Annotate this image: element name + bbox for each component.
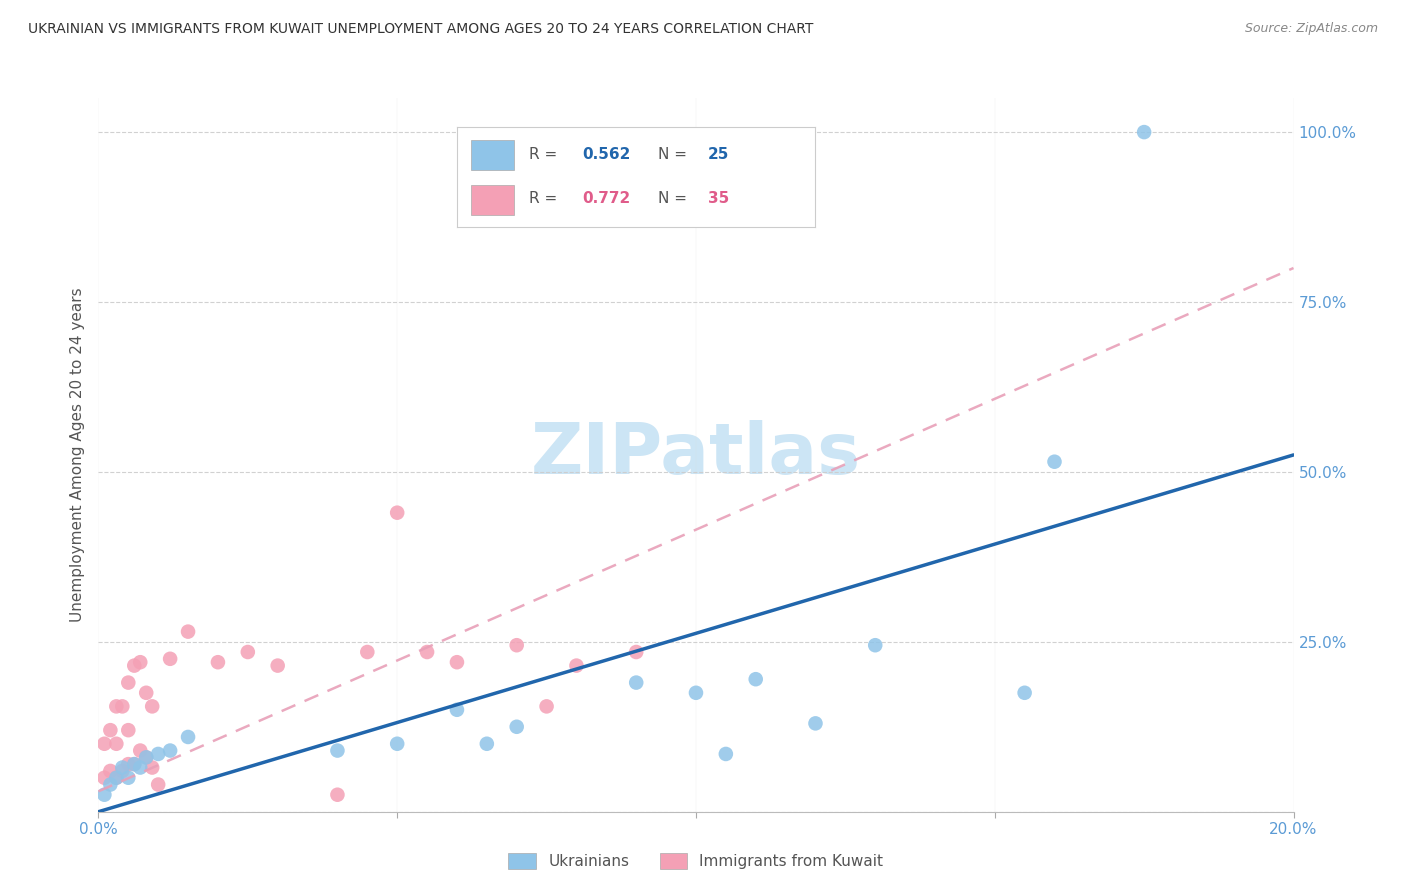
- Point: [111, 760, 134, 774]
- Point: [159, 743, 181, 757]
- Point: [111, 699, 134, 714]
- Point: [98, 723, 122, 738]
- Point: [565, 658, 588, 673]
- Point: [117, 757, 139, 772]
- Point: [105, 771, 128, 785]
- Point: [177, 624, 200, 639]
- Point: [356, 645, 378, 659]
- Text: N =: N =: [658, 147, 692, 162]
- Point: [93, 771, 115, 785]
- Bar: [471, 185, 515, 215]
- Point: [117, 675, 139, 690]
- Point: [148, 778, 170, 792]
- Point: [326, 743, 349, 757]
- Point: [129, 655, 152, 669]
- Point: [135, 750, 157, 764]
- Point: [141, 699, 163, 714]
- Point: [267, 658, 290, 673]
- Point: [98, 764, 122, 778]
- Point: [135, 750, 157, 764]
- Point: [385, 506, 409, 520]
- Point: [105, 699, 128, 714]
- Point: [1014, 686, 1036, 700]
- Point: [111, 764, 134, 778]
- Point: [129, 760, 152, 774]
- Text: 35: 35: [707, 191, 730, 206]
- Point: [536, 699, 558, 714]
- Text: 0.772: 0.772: [582, 191, 631, 206]
- Point: [135, 686, 157, 700]
- Point: [129, 743, 152, 757]
- Point: [416, 645, 439, 659]
- Point: [105, 737, 128, 751]
- Point: [141, 760, 163, 774]
- Point: [98, 778, 122, 792]
- Y-axis label: Unemployment Among Ages 20 to 24 years: Unemployment Among Ages 20 to 24 years: [69, 287, 84, 623]
- Point: [124, 658, 146, 673]
- Point: [685, 686, 707, 700]
- Point: [804, 716, 827, 731]
- Point: [159, 652, 181, 666]
- Point: [207, 655, 229, 669]
- Point: [117, 771, 139, 785]
- Text: 0.562: 0.562: [582, 147, 631, 162]
- Point: [93, 788, 115, 802]
- Point: [714, 747, 737, 761]
- Bar: [471, 140, 515, 169]
- Point: [124, 757, 146, 772]
- Text: R =: R =: [529, 147, 562, 162]
- Point: [475, 737, 498, 751]
- Point: [624, 675, 647, 690]
- Point: [236, 645, 259, 659]
- Point: [1133, 125, 1156, 139]
- Point: [117, 723, 139, 738]
- Point: [506, 638, 529, 652]
- Text: N =: N =: [658, 191, 692, 206]
- Text: UKRAINIAN VS IMMIGRANTS FROM KUWAIT UNEMPLOYMENT AMONG AGES 20 TO 24 YEARS CORRE: UKRAINIAN VS IMMIGRANTS FROM KUWAIT UNEM…: [28, 22, 814, 37]
- Text: Source: ZipAtlas.com: Source: ZipAtlas.com: [1244, 22, 1378, 36]
- Point: [624, 645, 647, 659]
- Point: [326, 788, 349, 802]
- Point: [745, 672, 768, 686]
- Legend: Ukrainians, Immigrants from Kuwait: Ukrainians, Immigrants from Kuwait: [502, 847, 890, 875]
- Point: [506, 720, 529, 734]
- Text: 25: 25: [707, 147, 730, 162]
- Point: [93, 737, 115, 751]
- Point: [446, 655, 468, 669]
- Point: [385, 737, 409, 751]
- Text: R =: R =: [529, 191, 562, 206]
- Point: [446, 703, 468, 717]
- Point: [124, 757, 146, 772]
- Text: ZIPatlas: ZIPatlas: [531, 420, 860, 490]
- Point: [1043, 455, 1066, 469]
- Point: [105, 771, 128, 785]
- Point: [148, 747, 170, 761]
- Point: [177, 730, 200, 744]
- Point: [865, 638, 887, 652]
